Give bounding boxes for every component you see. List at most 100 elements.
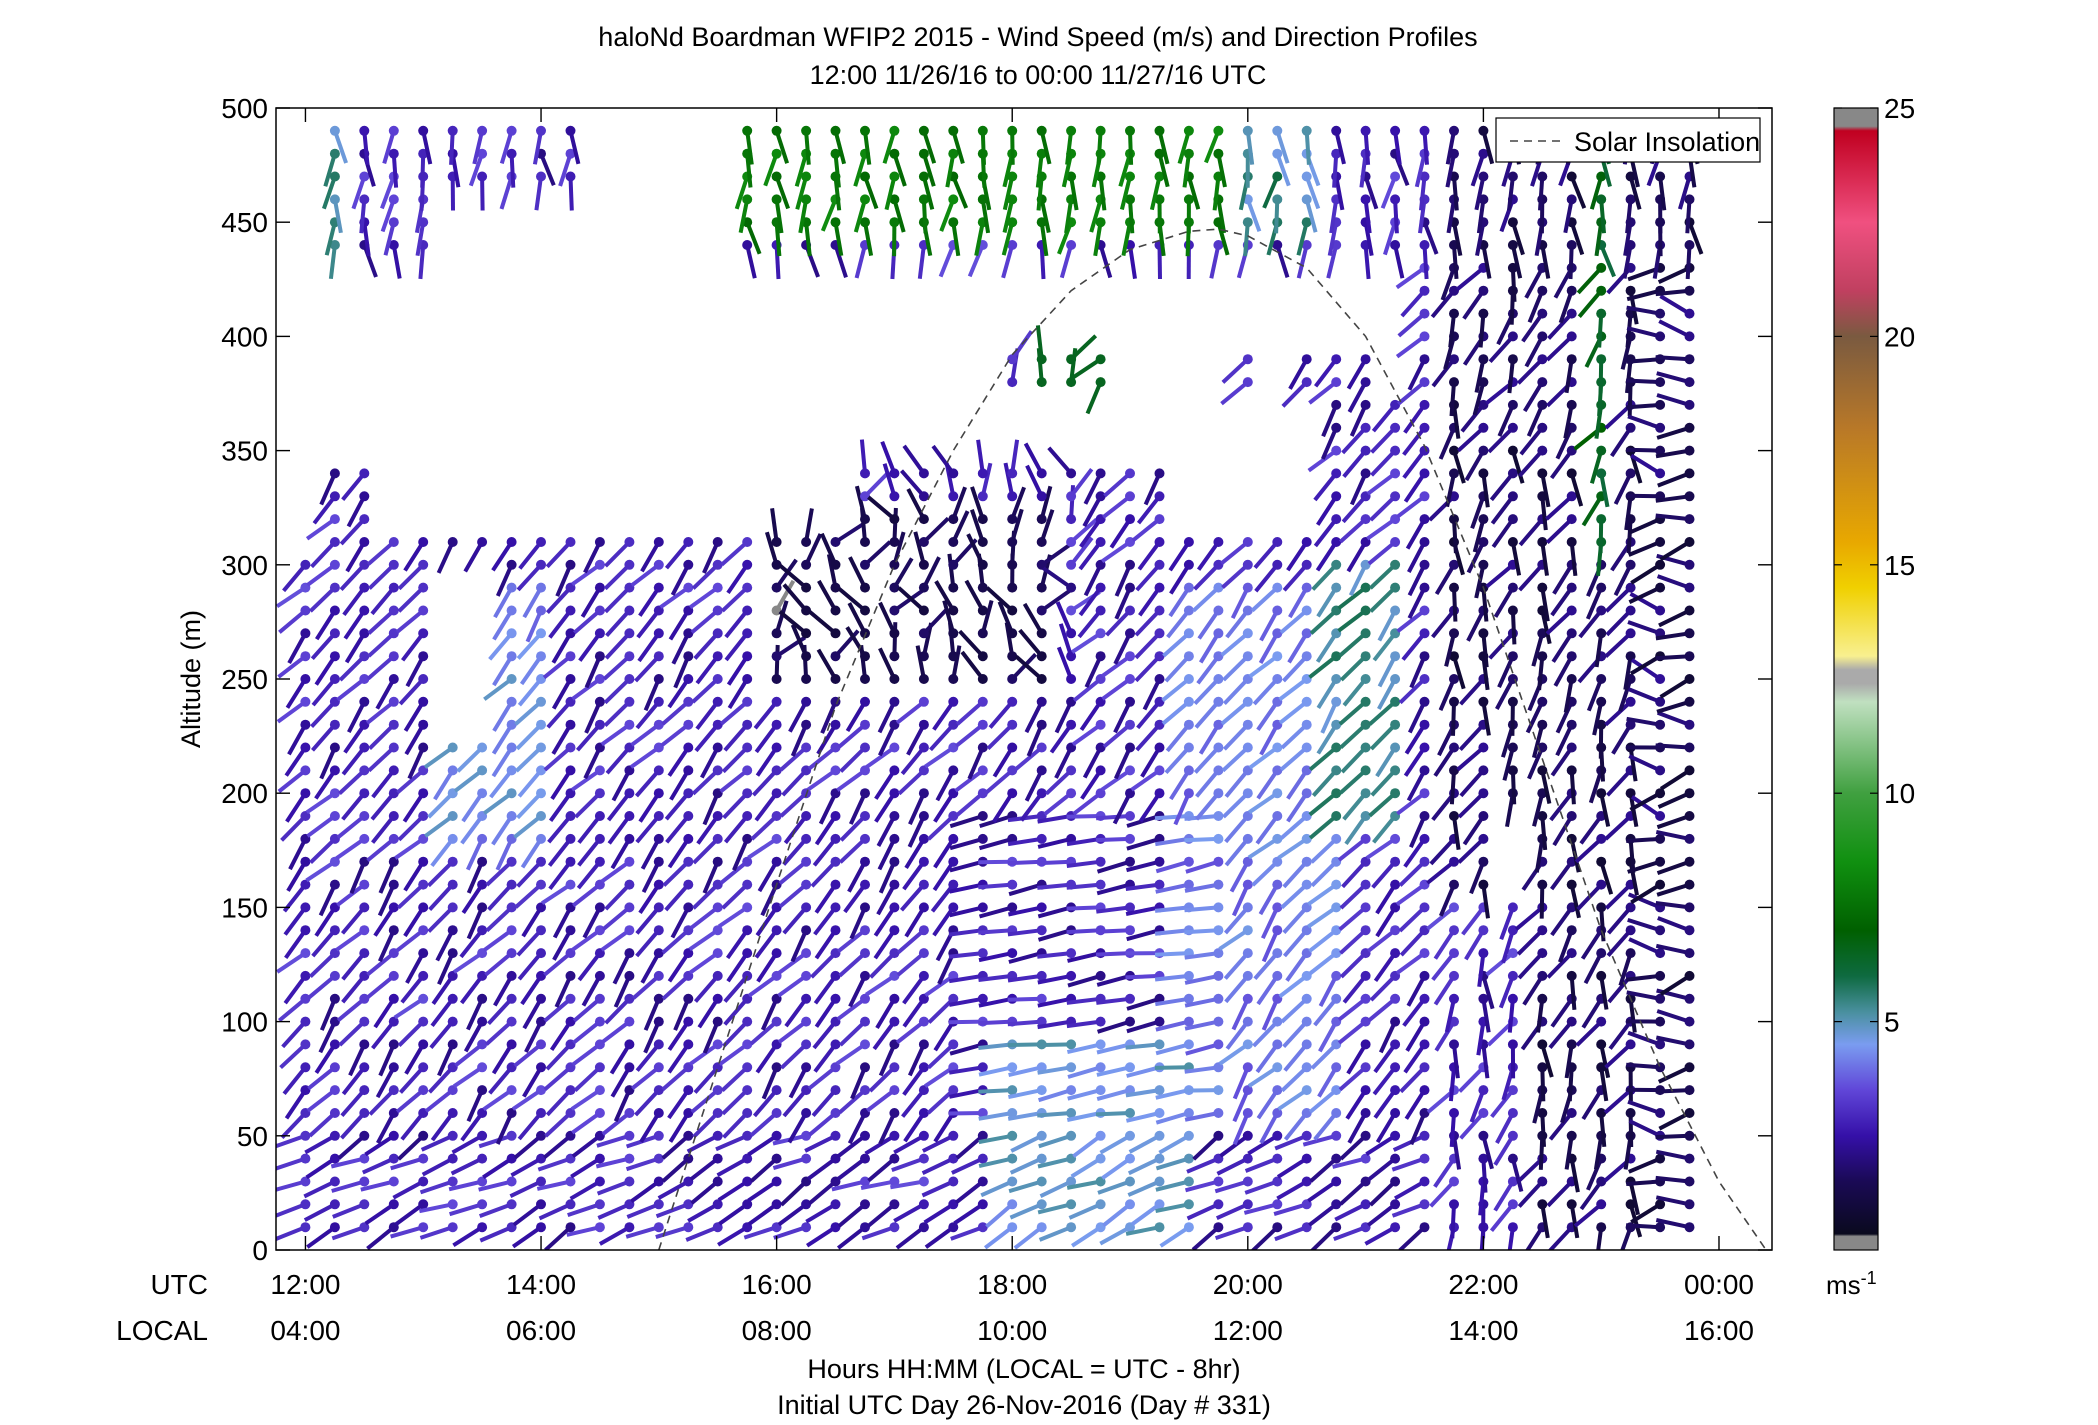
wind-barb	[1003, 462, 1018, 502]
wind-barb	[932, 856, 959, 892]
wind-barb	[659, 582, 694, 609]
wind-barb	[1318, 970, 1342, 1008]
wind-barb	[1369, 1176, 1401, 1207]
wind-barb	[429, 1016, 458, 1049]
wind-barb	[1007, 508, 1024, 547]
wind-barb	[613, 970, 635, 1008]
wind-barb	[402, 788, 429, 823]
wind-barb	[1047, 446, 1077, 479]
wind-barb	[1001, 240, 1018, 279]
wind-barb	[839, 742, 870, 773]
wind-barb	[850, 1062, 870, 1100]
wind-barb	[845, 696, 870, 733]
wind-barb	[368, 1085, 399, 1116]
wind-barb	[992, 742, 1018, 778]
wind-barb	[630, 559, 664, 587]
wind-barb	[839, 811, 870, 842]
wind-barb	[1007, 439, 1020, 479]
wind-barb	[1244, 1153, 1283, 1173]
wind-barb	[986, 719, 1018, 751]
wind-barb	[932, 902, 959, 937]
wind-barb	[882, 125, 900, 164]
wind-barb	[727, 674, 753, 710]
wind-barb	[784, 993, 812, 1028]
wind-barb	[756, 948, 782, 983]
wind-barb	[512, 1199, 546, 1227]
wind-barb	[635, 902, 664, 935]
x-axis-label: Hours HH:MM (LOCAL = UTC - 8hr)	[807, 1354, 1240, 1384]
wind-barb	[638, 788, 664, 823]
wind-barb	[550, 765, 576, 800]
wind-barb	[695, 696, 723, 731]
wind-barb	[988, 696, 1018, 729]
wind-barb	[281, 1016, 311, 1049]
wind-barb	[790, 925, 812, 963]
wind-barb	[801, 508, 814, 547]
wind-barb	[514, 879, 546, 909]
wind-barb	[918, 148, 936, 187]
wind-barb	[889, 589, 924, 616]
wind-barb	[310, 537, 340, 569]
wind-barb	[1337, 582, 1371, 610]
wind-barb	[491, 742, 517, 778]
wind-barb	[860, 540, 892, 570]
wind-barb	[1339, 1130, 1371, 1161]
wind-barb	[1058, 623, 1077, 662]
wind-barb	[948, 486, 967, 525]
wind-barb	[1083, 468, 1106, 505]
wind-barb	[575, 719, 605, 752]
wind-barb	[1185, 1039, 1224, 1056]
wind-barb	[819, 532, 841, 570]
wind-barb	[896, 948, 929, 977]
wind-barb	[1137, 537, 1165, 571]
wind-barb	[1317, 1062, 1342, 1098]
wind-barb	[1272, 194, 1283, 234]
wind-barb	[807, 742, 841, 771]
wind-barb	[487, 993, 517, 1026]
wind-barb	[513, 1130, 546, 1160]
wind-barb	[306, 559, 340, 587]
wind-barb	[576, 856, 605, 890]
wind-barb	[1377, 674, 1401, 710]
wind-barb	[631, 970, 664, 1000]
wind-barb	[365, 696, 399, 725]
wind-barb	[1339, 879, 1371, 910]
wind-barb	[428, 879, 458, 911]
wind-barb	[572, 993, 605, 1023]
wind-barb	[1252, 1016, 1283, 1048]
wind-barb	[1252, 674, 1283, 706]
wind-barb	[1155, 1108, 1194, 1125]
wind-barb	[717, 1176, 753, 1202]
wind-barb	[1097, 1176, 1135, 1195]
wind-barb	[534, 171, 546, 211]
wind-barb	[749, 1153, 782, 1183]
wind-barb	[1085, 377, 1106, 415]
wind-barb	[837, 1199, 870, 1228]
colorbar-unit: ms-1	[1826, 1268, 1877, 1300]
wind-barb	[667, 1016, 694, 1051]
wind-barb	[492, 651, 517, 687]
wind-barb	[517, 948, 546, 981]
wind-barbs	[276, 125, 1704, 1250]
colorbar-tick-label: 10	[1884, 778, 1915, 809]
wind-barb	[1346, 354, 1371, 390]
wind-barb	[635, 811, 664, 844]
wind-barb	[1125, 1039, 1165, 1050]
wind-barb	[361, 1153, 399, 1175]
wind-barb	[277, 765, 311, 794]
wind-barb	[1095, 833, 1135, 844]
wind-barb	[1220, 628, 1253, 657]
wind-barb	[655, 1222, 694, 1240]
wind-barb	[670, 902, 694, 939]
y-tick-label: 200	[221, 778, 268, 809]
wind-barb	[804, 1130, 841, 1153]
x-tick-label-utc: 00:00	[1684, 1269, 1754, 1300]
wind-barb	[370, 788, 399, 821]
wind-barb	[1049, 719, 1077, 754]
wind-barb	[454, 1039, 488, 1068]
wind-barb	[673, 993, 694, 1031]
wind-barb	[688, 1039, 723, 1066]
wind-barb	[1256, 1085, 1283, 1120]
wind-barb	[782, 902, 812, 935]
wind-barb	[581, 970, 605, 1007]
